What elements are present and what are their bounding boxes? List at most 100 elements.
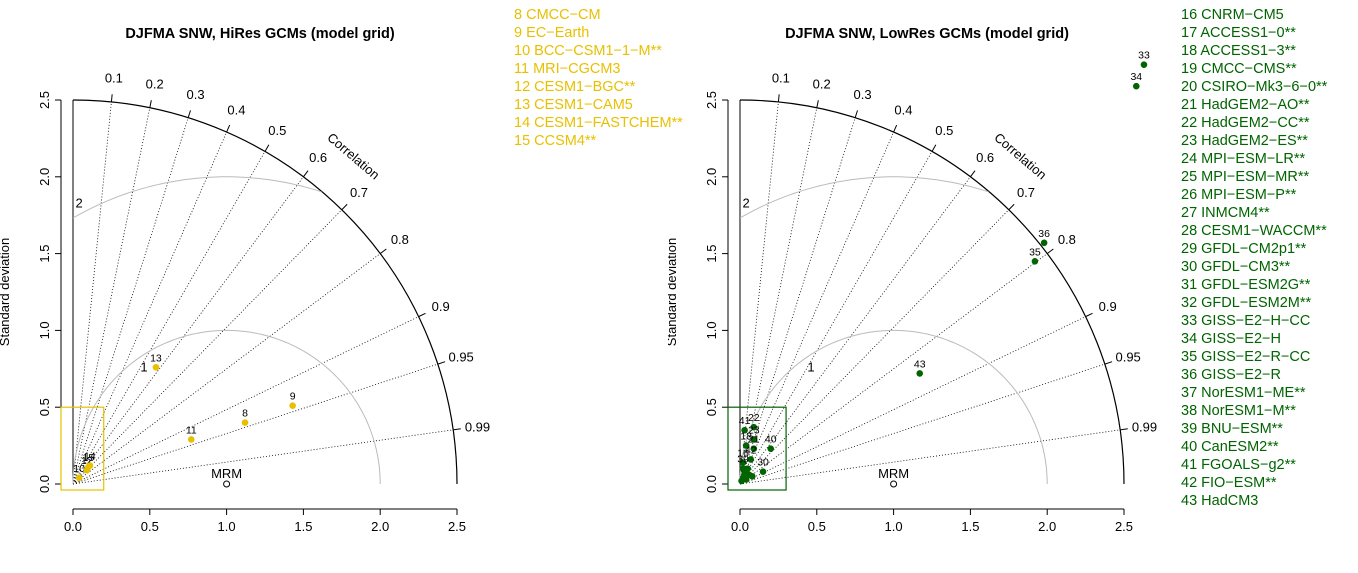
data-point-label: 8 [242,408,248,420]
data-point-label: 21 [748,434,760,446]
correlation-ray [72,117,189,485]
data-point [1140,61,1148,68]
correlation-tick [302,170,309,178]
data-point [759,468,767,476]
y-tick-label: 1.0 [37,321,52,339]
data-point [1040,239,1048,247]
legend-entry: 10 BCC−CSM1−1−M** [514,43,662,59]
legend-entry: 38 NorESM1−M** [1181,403,1296,419]
correlation-tick-label: 0.8 [1058,232,1076,247]
correlation-tick-label: 0.7 [1017,185,1035,200]
correlation-tick [418,312,426,318]
rms-arc [739,176,989,219]
data-point [289,402,296,409]
data-point-label: 10 [73,463,85,475]
legend-entry: 13 CESM1−CAM5 [514,97,633,113]
correlation-tick-label: 0.3 [854,87,872,102]
x-tick-label: 1.5 [294,519,312,534]
data-point-label: 34 [1130,71,1142,83]
y-axis-label: Standard deviation [668,238,679,346]
data-point-label: 15 [83,452,95,464]
y-tick-label: 1.5 [37,245,52,263]
correlation-tick-label: 0.5 [268,123,286,138]
rms-arc-label: 1 [807,359,814,374]
y-tick-label: 2.0 [37,168,52,186]
legend-entry: 42 FIO−ESM** [1181,475,1277,491]
correlation-arc [72,99,458,485]
correlation-ray [72,253,381,485]
data-point-label: 22 [748,412,760,424]
correlation-tick-label: 0.3 [187,87,205,102]
correlation-tick [453,428,461,431]
correlation-tick-label: 0.6 [976,150,994,165]
legend-entry: 32 GFDL−ESM2M** [1181,295,1312,311]
y-tick-label: 0.5 [704,398,719,416]
correlation-tick-label: 0.4 [894,103,912,118]
taylor-chart-hires: DJFMA SNW, HiRes GCMs (model grid) Standa… [0,26,490,534]
data-point [1031,257,1039,265]
rms-arc-label: 1 [140,359,147,374]
data-point-label: 18 [740,431,752,443]
data-point [241,419,249,426]
data-point [738,477,745,485]
correlation-tick-label: 0.4 [227,103,245,118]
legend-entry: 40 CanESM2** [1181,439,1279,455]
y-tick-label: 2.5 [704,91,719,109]
legend-entry: 14 CESM1−FASTCHEM** [514,115,683,131]
correlation-tick [1008,203,1015,211]
correlation-ray [72,101,112,485]
legend-entry: 17 ACCESS1−0** [1181,25,1296,41]
chart-title: DJFMA SNW, HiRes GCMs (model grid) [125,26,395,42]
data-point-label: 30 [757,457,769,469]
data-point [739,459,747,466]
correlation-tick [1120,428,1128,431]
correlation-label: Correlation [991,130,1049,183]
zoom-box [60,406,105,491]
correlation-tick-label: 0.2 [813,77,831,92]
correlation-tick [264,144,270,152]
correlation-tick [969,170,976,178]
rms-arc [72,329,381,484]
correlation-ray [739,107,818,485]
correlation-tick-label: 0.7 [350,185,368,200]
correlation-tick-label: 0.1 [105,70,123,85]
correlation-tick [893,124,898,133]
correlation-ray [739,131,894,485]
correlation-tick [816,100,819,108]
data-point-label: 12 [81,455,93,467]
correlation-tick-label: 0.1 [772,70,790,85]
x-tick-label: 2.0 [371,519,389,534]
correlation-ray [739,176,971,485]
correlation-ray [739,151,933,485]
correlation-tick-label: 0.6 [309,150,327,165]
x-tick-label: 0.0 [731,519,749,534]
correlation-ray [739,363,1105,485]
legend-entry: 37 NorESM1−ME** [1181,385,1306,401]
legend-entry: 43 HadCM3 [1181,493,1259,509]
legend-entry: 30 GFDL−CM3** [1181,259,1291,275]
data-point [742,442,750,449]
data-point [75,474,83,482]
x-tick-label: 2.5 [448,519,466,534]
legend-entry: 25 MPI−ESM−MR** [1181,169,1310,185]
data-point [916,370,924,377]
taylor-chart-lowres: DJFMA SNW, LowRes GCMs (model grid) Stand… [664,26,1157,534]
legend-entry: 24 MPI−ESM−LR** [1181,151,1306,167]
legend-entry: 11 MRI−CGCM3 [514,61,621,77]
legend-entry: 29 GFDL−CM2p1** [1181,241,1307,257]
correlation-ray [739,316,1086,485]
y-tick-label: 1.5 [704,245,719,263]
legend-entry: 19 CMCC−CMS** [1181,61,1297,77]
data-point [767,445,775,452]
y-tick-label: 2.5 [37,91,52,109]
data-point [187,436,195,443]
data-point-label: 40 [765,434,777,446]
correlation-tick [1085,312,1093,318]
reference-label: MRM [878,466,909,481]
data-point-label: 35 [1029,246,1041,258]
correlation-tick [110,94,113,102]
legend-entry: 36 GISS−E2−R [1181,367,1281,383]
legend-entry: 23 HadGEM2−ES** [1181,133,1308,149]
data-point [85,463,92,471]
correlation-ray [72,131,227,485]
